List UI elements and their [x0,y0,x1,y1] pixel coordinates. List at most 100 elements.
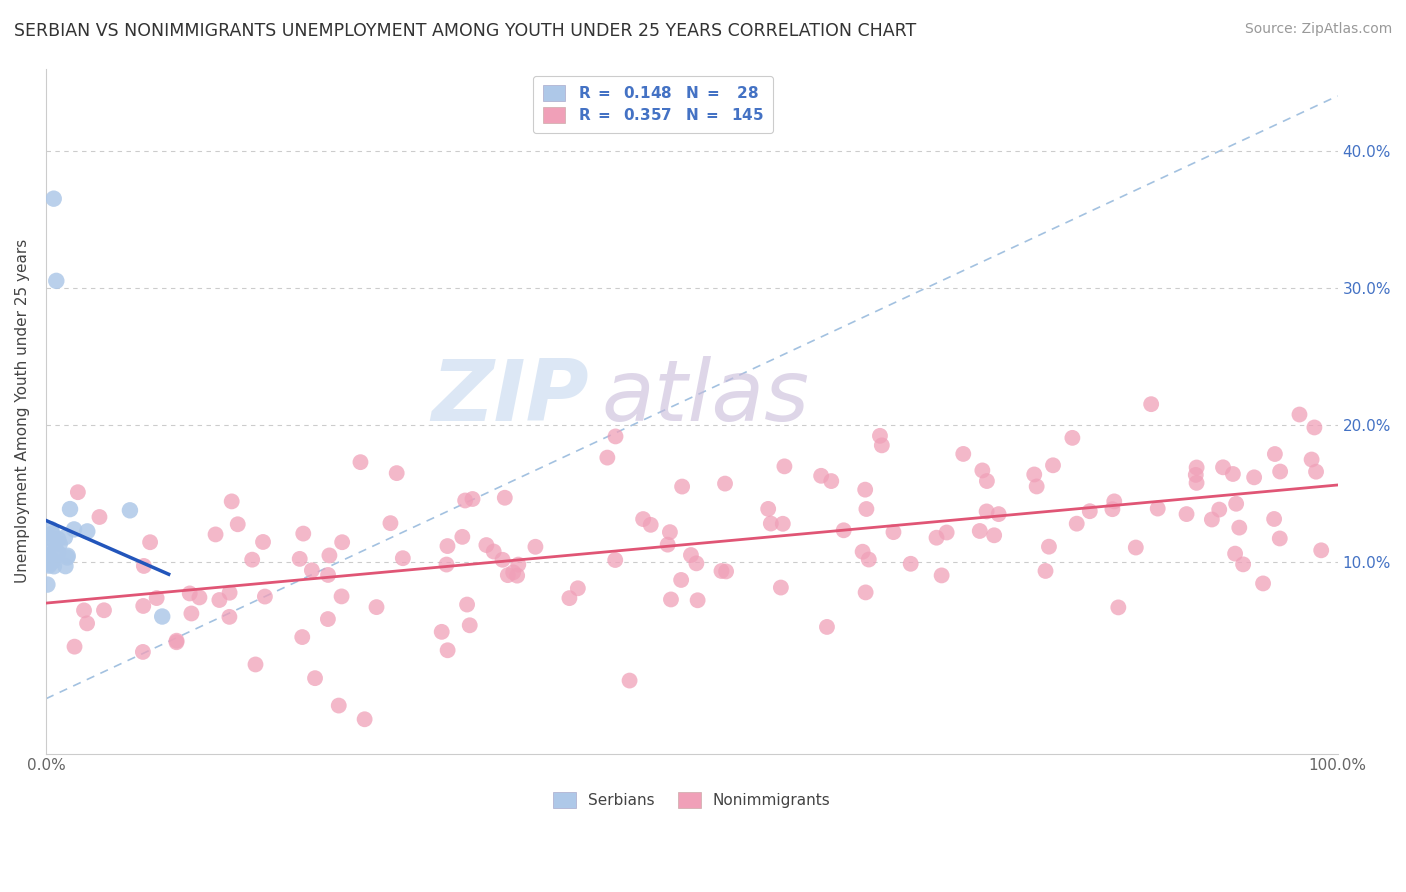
Point [56,549,79,563]
Point [659,592,682,607]
Point [318,549,340,563]
Point [253,590,276,604]
Point [1264,447,1286,461]
Point [686,593,709,607]
Point [385,466,408,480]
Point [53,530,76,544]
Point [605,429,627,443]
Point [1024,467,1046,482]
Point [882,525,904,540]
Text: SERBIAN VS NONIMMIGRANTS UNEMPLOYMENT AMONG YOUTH UNDER 25 YEARS CORRELATION CHA: SERBIAN VS NONIMMIGRANTS UNEMPLOYMENT AM… [14,22,917,40]
Point [226,517,249,532]
Point [1232,558,1254,572]
Point [37,577,59,591]
Text: atlas: atlas [602,356,810,439]
Point [1310,543,1333,558]
Point [769,581,792,595]
Point [1062,431,1084,445]
Point [1146,501,1168,516]
Point [304,671,326,685]
Point [436,539,458,553]
Point [1305,465,1327,479]
Point [454,493,477,508]
Point [640,517,662,532]
Point [430,624,453,639]
Point [42,559,65,574]
Point [669,573,692,587]
Point [1268,465,1291,479]
Point [48,537,70,551]
Point [46,546,69,560]
Point [221,494,243,508]
Point [39,554,62,568]
Point [63,640,86,654]
Legend: Serbians, Nonimmigrants: Serbians, Nonimmigrants [547,786,837,814]
Point [139,535,162,549]
Point [301,563,323,577]
Point [935,525,957,540]
Point [969,524,991,538]
Point [56,550,79,565]
Point [63,523,86,537]
Point [658,525,681,540]
Point [366,600,388,615]
Point [66,485,89,500]
Point [1078,504,1101,518]
Point [245,657,267,672]
Point [900,557,922,571]
Point [1125,541,1147,555]
Point [1208,502,1230,516]
Point [759,516,782,531]
Point [853,483,876,497]
Point [76,524,98,539]
Point [45,274,67,288]
Point [496,568,519,582]
Point [1104,494,1126,508]
Point [773,459,796,474]
Point [288,552,311,566]
Point [461,491,484,506]
Point [328,698,350,713]
Point [38,558,60,573]
Point [870,438,893,452]
Point [567,582,589,596]
Point [132,599,155,613]
Point [756,502,779,516]
Point [330,535,353,549]
Point [1140,397,1163,411]
Point [506,568,529,582]
Y-axis label: Unemployment Among Youth under 25 years: Unemployment Among Youth under 25 years [15,239,30,583]
Point [392,551,415,566]
Point [1212,460,1234,475]
Point [1184,467,1206,482]
Point [657,538,679,552]
Point [145,591,167,605]
Point [380,516,402,530]
Point [475,538,498,552]
Point [605,553,627,567]
Text: ZIP: ZIP [430,356,589,439]
Point [1303,420,1326,434]
Point [44,541,66,556]
Point [252,535,274,549]
Point [208,593,231,607]
Point [858,552,880,566]
Point [714,476,737,491]
Point [59,502,82,516]
Point [815,620,838,634]
Point [508,558,530,572]
Point [855,585,877,599]
Point [710,564,733,578]
Point [353,712,375,726]
Point [976,504,998,518]
Point [451,530,474,544]
Point [46,532,69,546]
Point [952,447,974,461]
Point [132,645,155,659]
Point [852,545,875,559]
Point [436,558,458,572]
Point [41,553,63,567]
Point [330,590,353,604]
Point [1066,516,1088,531]
Point [118,503,141,517]
